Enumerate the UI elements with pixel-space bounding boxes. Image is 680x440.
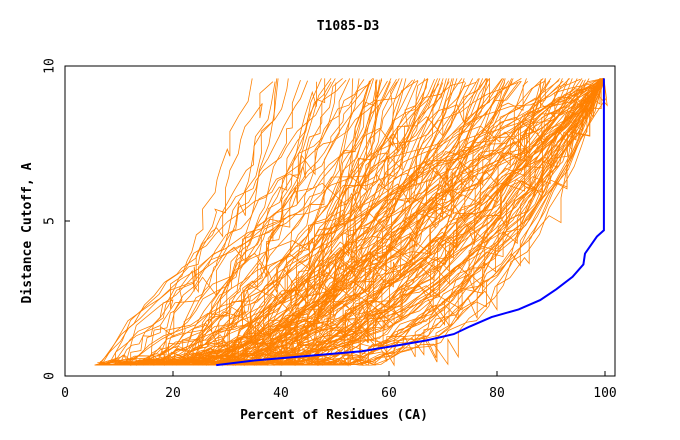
series-line bbox=[255, 83, 436, 366]
tick-layer: 0 20 40 60 80 100 0 5 10 bbox=[43, 58, 617, 401]
x-tick-label-0: 0 bbox=[61, 386, 69, 401]
series-line bbox=[231, 83, 490, 366]
series-line bbox=[132, 78, 336, 366]
series-line bbox=[223, 83, 568, 366]
series-line bbox=[229, 78, 426, 366]
series-line bbox=[310, 78, 605, 366]
series-line bbox=[292, 80, 605, 367]
y-tick-label-10: 10 bbox=[43, 58, 58, 74]
y-tick-label-0: 0 bbox=[43, 372, 58, 380]
series-line bbox=[177, 78, 360, 367]
series-layer bbox=[94, 78, 608, 367]
series-line bbox=[94, 78, 522, 366]
series-line bbox=[112, 78, 253, 367]
series-line bbox=[164, 78, 458, 366]
series-line bbox=[309, 78, 601, 366]
x-tick-label-100: 100 bbox=[593, 386, 616, 401]
series-line bbox=[279, 78, 605, 366]
y-axis-label: Distance Cutoff, A bbox=[20, 162, 35, 303]
series-line bbox=[217, 78, 605, 366]
series-line bbox=[135, 81, 274, 364]
series-line bbox=[313, 81, 605, 366]
series-line bbox=[97, 78, 491, 366]
series-line bbox=[119, 78, 322, 366]
series-line bbox=[266, 78, 602, 365]
series-line bbox=[227, 78, 570, 361]
x-tick-label-60: 60 bbox=[381, 386, 397, 401]
series-line bbox=[274, 78, 463, 366]
series-line bbox=[194, 79, 365, 366]
series-line bbox=[239, 81, 604, 366]
chart-title: T1085-D3 bbox=[317, 19, 380, 34]
series-line bbox=[146, 80, 605, 366]
series-line bbox=[126, 80, 560, 366]
series-line bbox=[274, 78, 602, 366]
series-line bbox=[294, 80, 603, 366]
y-tick-label-5: 5 bbox=[43, 217, 58, 225]
series-line bbox=[202, 78, 605, 366]
series-line bbox=[276, 80, 603, 366]
x-tick-label-40: 40 bbox=[273, 386, 289, 401]
series-line bbox=[268, 81, 604, 366]
highlight-series-line bbox=[216, 78, 605, 367]
series-line bbox=[265, 81, 522, 366]
series-line bbox=[233, 78, 428, 366]
series-line bbox=[217, 78, 546, 366]
series-line bbox=[95, 78, 605, 366]
series-line bbox=[265, 81, 398, 364]
series-line bbox=[172, 82, 337, 367]
highlight-layer bbox=[216, 78, 605, 367]
series-line bbox=[112, 78, 289, 366]
series-line bbox=[168, 78, 561, 365]
x-tick-label-80: 80 bbox=[489, 386, 505, 401]
series-line bbox=[222, 78, 605, 366]
series-line bbox=[280, 78, 605, 366]
series-line bbox=[95, 79, 605, 366]
series-line bbox=[101, 80, 521, 366]
series-line bbox=[212, 78, 374, 362]
series-line bbox=[166, 78, 407, 366]
series-line bbox=[102, 80, 510, 367]
series-line bbox=[179, 78, 332, 366]
series-line bbox=[98, 79, 347, 365]
series-line bbox=[126, 78, 581, 366]
series-line bbox=[175, 81, 605, 366]
series-line bbox=[225, 78, 603, 366]
series-line bbox=[230, 78, 605, 363]
series-line bbox=[196, 81, 317, 366]
series-line bbox=[186, 81, 603, 361]
series-line bbox=[98, 82, 541, 366]
x-tick-label-20: 20 bbox=[165, 386, 181, 401]
series-line bbox=[101, 83, 605, 366]
x-axis-label: Percent of Residues (CA) bbox=[240, 408, 428, 423]
series-line bbox=[297, 78, 605, 366]
